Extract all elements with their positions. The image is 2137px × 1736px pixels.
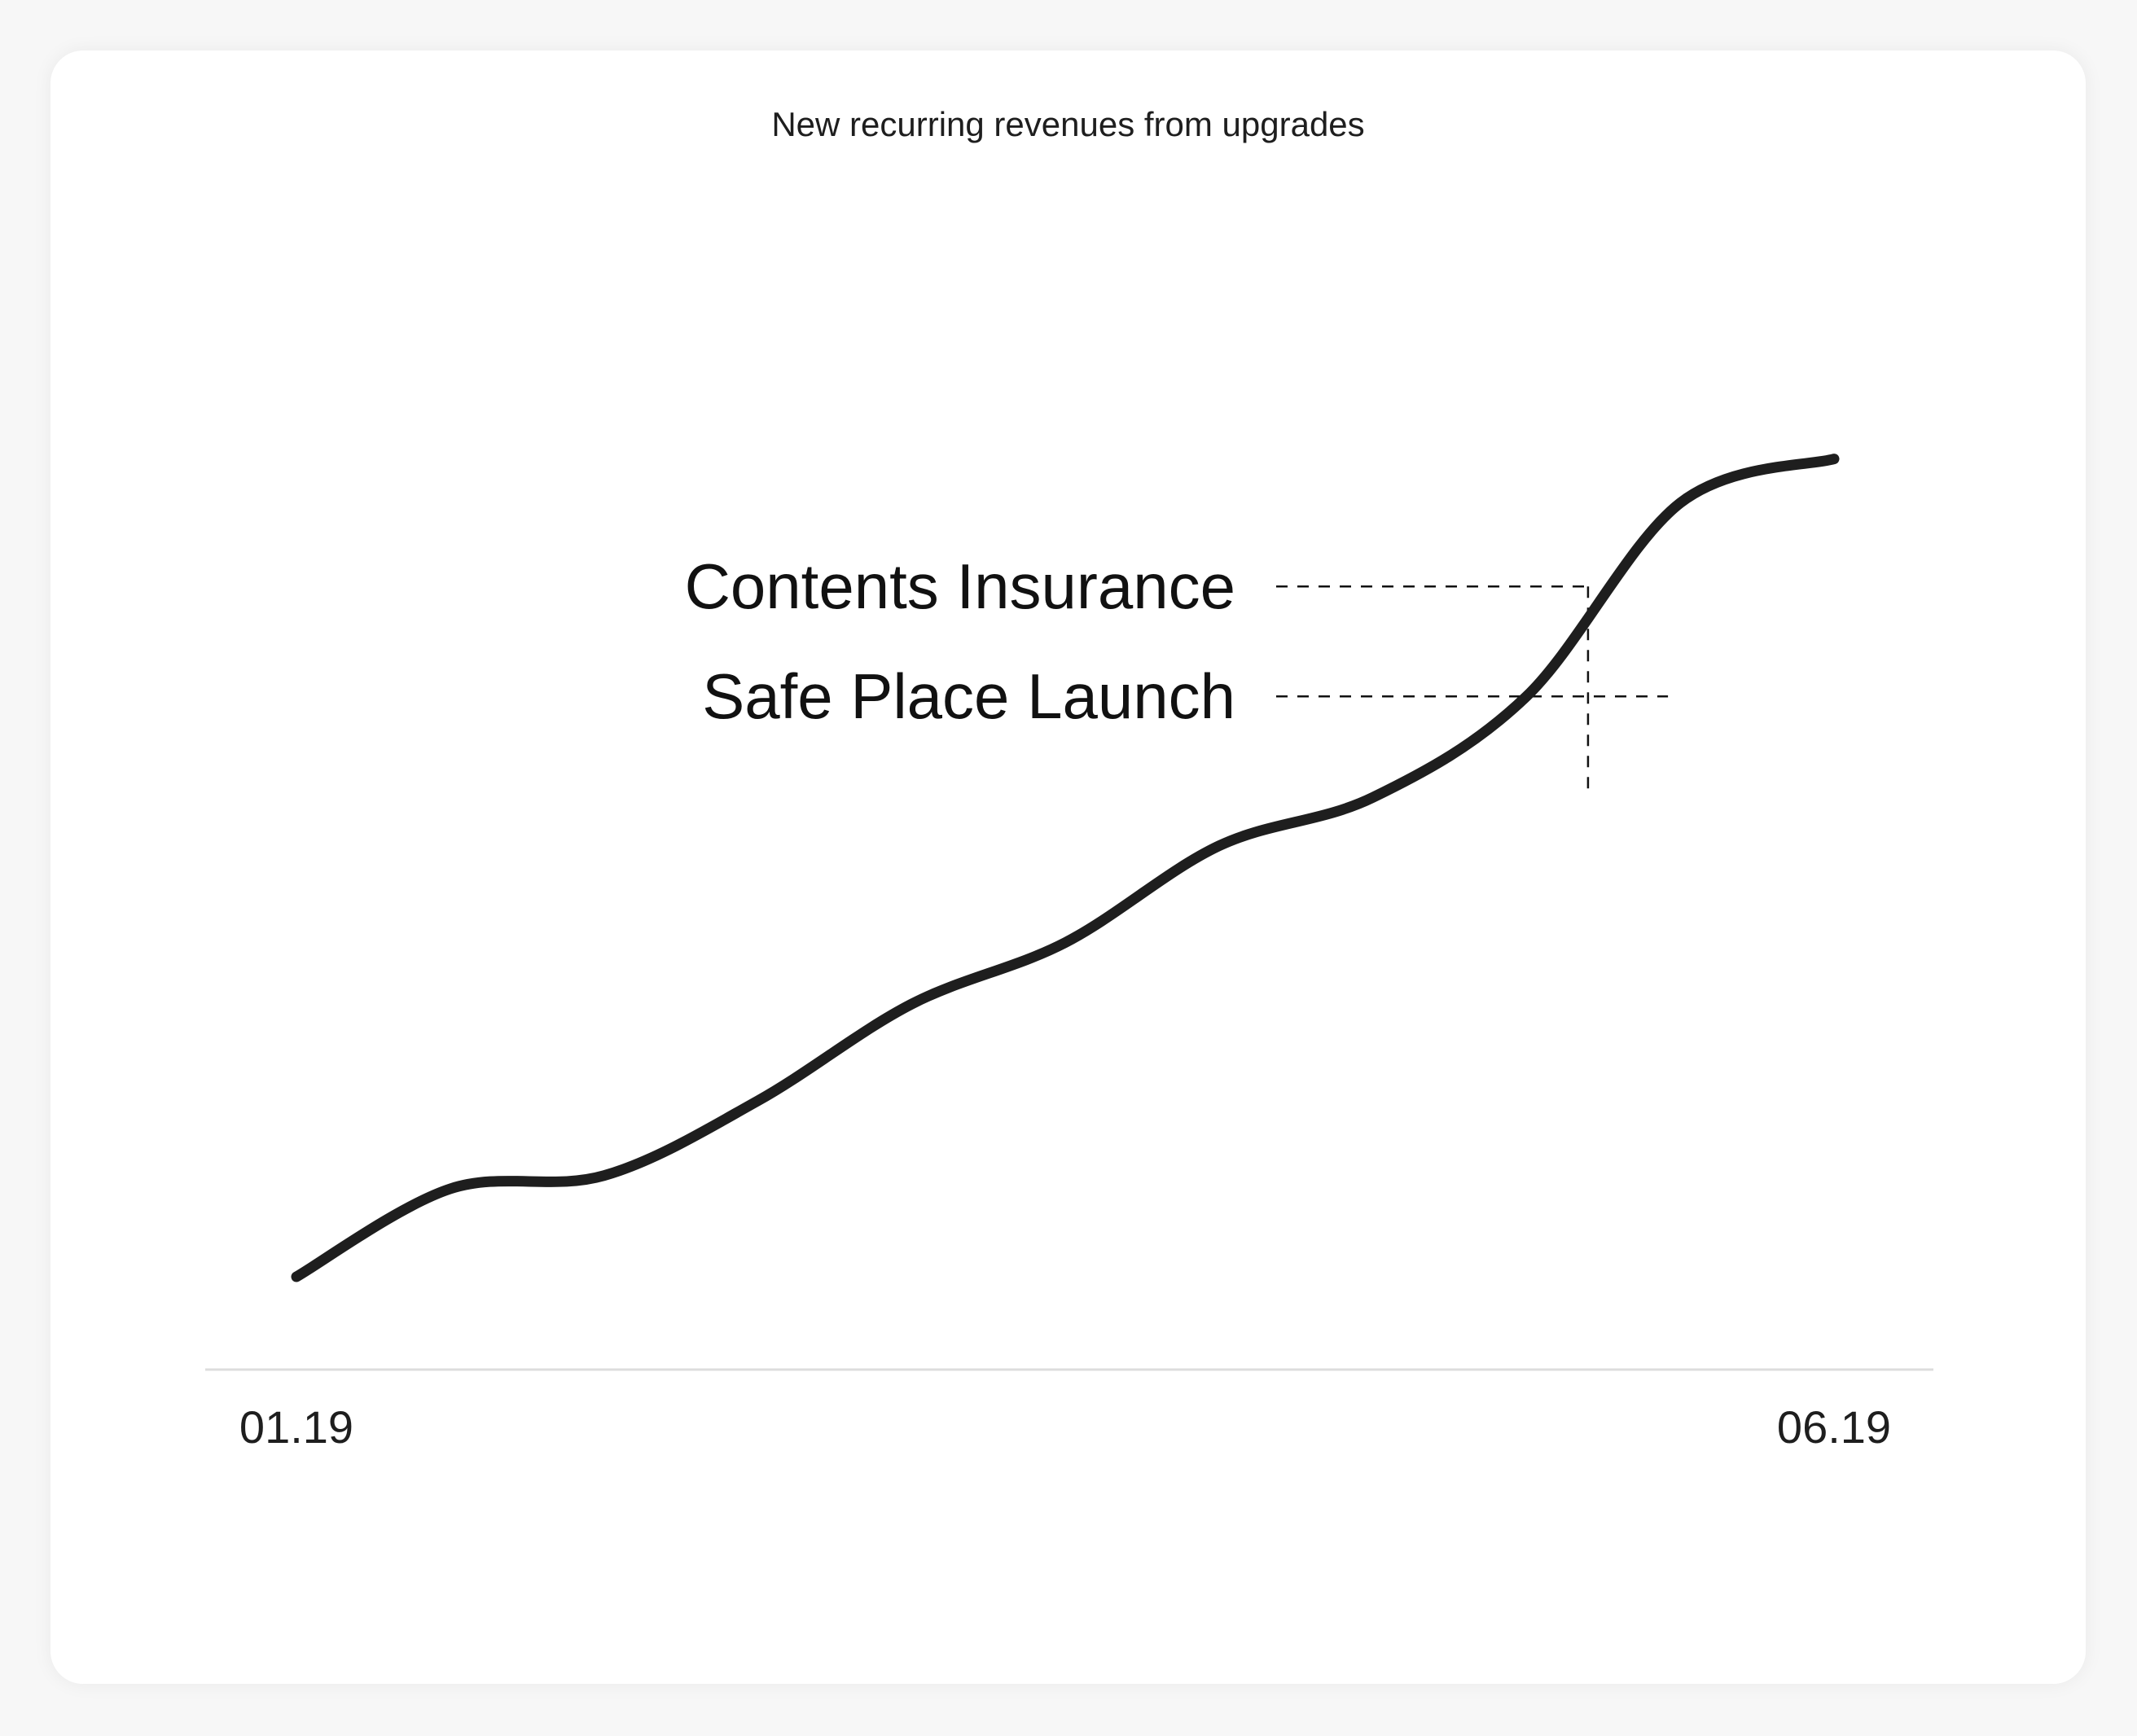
- annotations: Contents Insurance Safe Place Launch: [685, 550, 1669, 793]
- x-tick-labels: 01.19 06.19: [239, 1401, 1891, 1453]
- x-tick-label: 01.19: [239, 1401, 353, 1453]
- x-tick-label: 06.19: [1777, 1401, 1891, 1453]
- series-line: [291, 454, 1840, 1282]
- annotation-label: Safe Place Launch: [702, 660, 1235, 732]
- chart-card: New recurring revenues from upgrades Con…: [50, 50, 2086, 1684]
- line-chart: Contents Insurance Safe Place Launch 01.1…: [205, 454, 1933, 1453]
- annotation-label: Contents Insurance: [685, 550, 1235, 622]
- chart-title: New recurring revenues from upgrades: [771, 105, 1365, 143]
